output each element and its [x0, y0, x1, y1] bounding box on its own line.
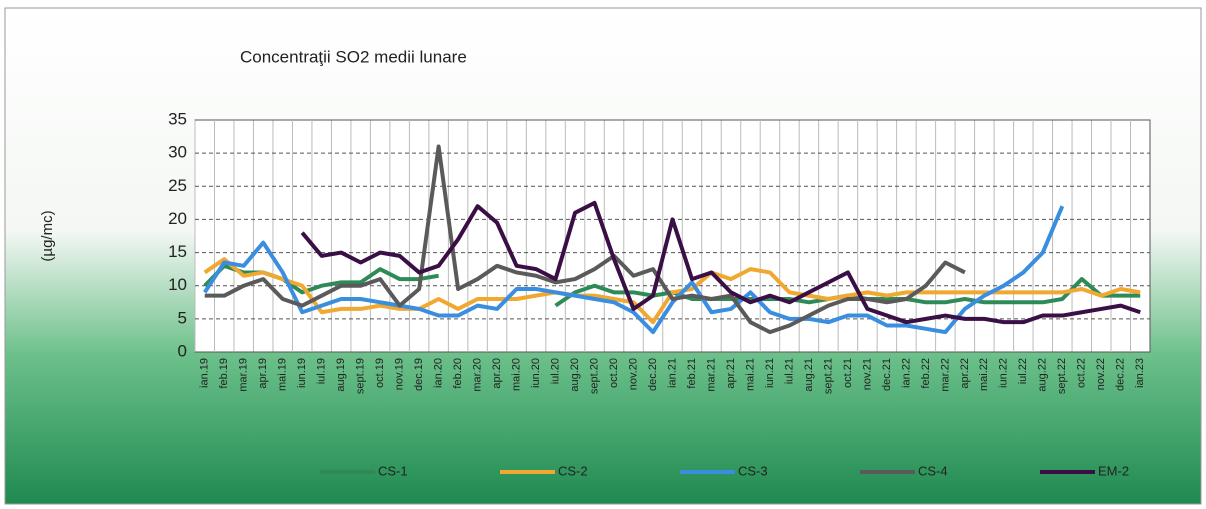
x-tick-label: feb.20	[452, 358, 464, 389]
x-tick-label: mar.21	[705, 358, 717, 392]
x-tick-label: sept.20	[588, 358, 600, 394]
x-tick-label: feb.19	[218, 358, 230, 389]
y-tick-label: 15	[168, 242, 187, 261]
y-tick-label: 20	[168, 209, 187, 228]
y-tick-label: 25	[168, 176, 187, 195]
x-tick-label: mai.22	[978, 358, 990, 391]
y-tick-label: 0	[178, 341, 187, 360]
y-tick-label: 30	[168, 143, 187, 162]
x-tick-label: aug.22	[1037, 358, 1049, 392]
x-tick-label: ian.19	[199, 358, 211, 388]
x-tick-label: apr.19	[257, 358, 269, 389]
x-tick-label: mar.20	[472, 358, 484, 392]
x-tick-label: ian.23	[1134, 358, 1146, 388]
y-axis-label: (µg/mc)	[39, 210, 56, 261]
y-tick-label: 5	[178, 308, 187, 327]
legend-label: CS-3	[738, 463, 768, 478]
x-tick-label: ian.22	[900, 358, 912, 388]
x-tick-label: mai.20	[510, 358, 522, 391]
x-tick-label: feb.21	[686, 358, 698, 389]
x-tick-label: iul.20	[549, 358, 561, 384]
x-tick-label: aug.19	[335, 358, 347, 392]
x-tick-label: iun.20	[530, 358, 542, 388]
x-tick-label: apr.21	[725, 358, 737, 389]
x-tick-label: nov.21	[861, 358, 873, 390]
x-tick-label: iul.21	[783, 358, 795, 384]
x-tick-label: dec.21	[881, 358, 893, 391]
x-tick-label: oct.20	[608, 358, 620, 388]
legend-label: CS-4	[918, 463, 948, 478]
x-tick-label: iul.19	[316, 358, 328, 384]
x-tick-label: aug.21	[803, 358, 815, 392]
series-line	[204, 144, 966, 335]
x-tick-label: mar.22	[939, 358, 951, 392]
x-tick-label: mai.19	[277, 358, 289, 391]
series-line	[300, 200, 1141, 325]
y-tick-label: 35	[168, 109, 187, 128]
series-line	[203, 205, 1065, 335]
x-tick-label: iul.22	[1017, 358, 1029, 384]
x-tick-label: oct.21	[842, 358, 854, 388]
x-tick-label: ian.20	[433, 358, 445, 388]
series-line	[203, 257, 1141, 325]
y-tick-label: 10	[168, 275, 187, 294]
x-tick-label: apr.20	[491, 358, 503, 389]
x-tick-label: iun.19	[296, 358, 308, 388]
x-tick-label: sept.21	[822, 358, 834, 394]
legend-label: EM-2	[1098, 463, 1129, 478]
x-tick-label: aug.20	[569, 358, 581, 392]
legend-label: CS-1	[378, 463, 408, 478]
x-tick-label: mai.21	[744, 358, 756, 391]
x-tick-label: dec.20	[647, 358, 659, 391]
x-tick-label: dec.22	[1115, 358, 1127, 391]
plot-area	[194, 119, 1151, 353]
x-tick-label: ian.21	[666, 358, 678, 388]
x-tick-label: iun.21	[764, 358, 776, 388]
x-tick-label: apr.22	[959, 358, 971, 389]
x-tick-label: nov.19	[394, 358, 406, 390]
x-tick-label: oct.19	[374, 358, 386, 388]
legend-label: CS-2	[558, 463, 588, 478]
x-tick-label: oct.22	[1076, 358, 1088, 388]
chart-title: Concentraţii SO2 medii lunare	[240, 47, 467, 66]
x-tick-label: dec.19	[413, 358, 425, 391]
x-tick-label: sept.19	[355, 358, 367, 394]
x-tick-label: nov.20	[627, 358, 639, 390]
x-tick-label: iun.22	[998, 358, 1010, 388]
x-tick-label: nov.22	[1095, 358, 1107, 390]
x-tick-label: mar.19	[238, 358, 250, 392]
x-tick-label: sept.22	[1056, 358, 1068, 394]
x-tick-label: feb.22	[920, 358, 932, 389]
